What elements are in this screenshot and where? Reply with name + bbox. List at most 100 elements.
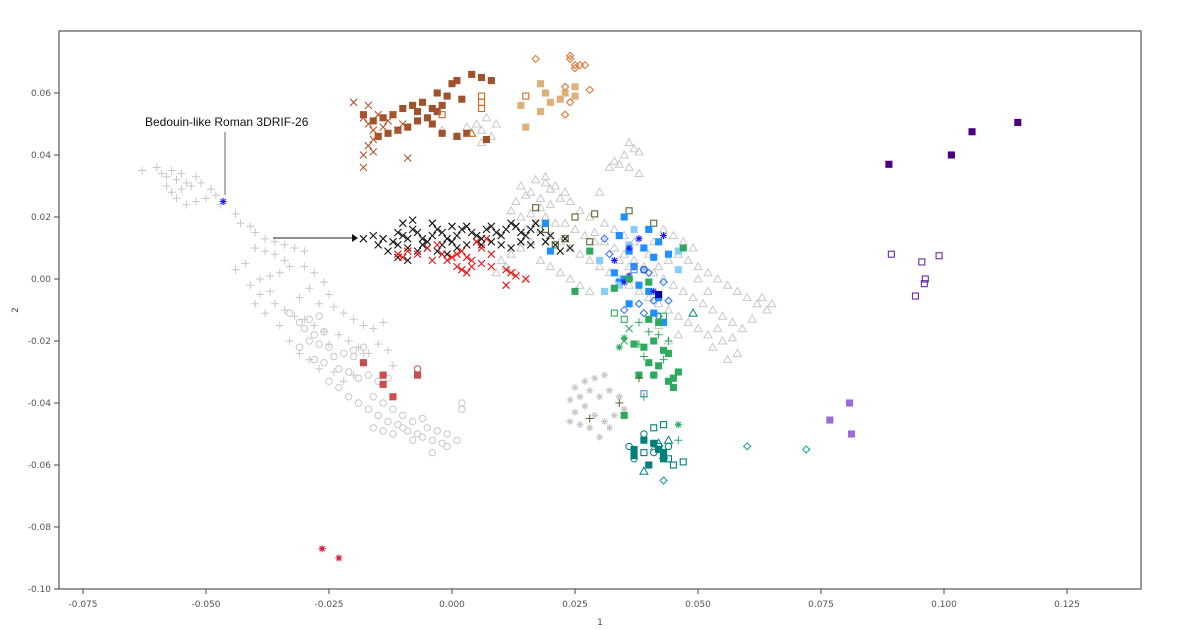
grey-triangle-cluster-point	[516, 211, 526, 221]
y-tick-label: 0.02	[31, 213, 51, 223]
brown-filled-square-point	[359, 111, 367, 119]
black-x-point	[433, 247, 442, 255]
grey-plus-cluster-point	[192, 172, 201, 181]
brown-filled-square-point	[438, 101, 446, 109]
grey-plus-cluster-point	[290, 244, 299, 252]
red-x-point	[521, 275, 530, 283]
green-open-square-point	[620, 315, 628, 323]
teal-open-square-point	[669, 461, 677, 469]
grey-triangle-cluster-point	[717, 311, 728, 320]
grey-circle-cluster-point	[320, 328, 328, 336]
grey-plus-cluster-point	[172, 194, 181, 203]
dodgerblue-filled-square-point	[650, 253, 658, 261]
black-x-point	[556, 247, 565, 255]
grey-circle-cluster-point	[389, 430, 397, 438]
red-x-point	[467, 262, 476, 271]
green-plus-point	[664, 337, 673, 345]
orange-open-square-point	[438, 111, 446, 119]
indigo-filled-square-point	[968, 128, 976, 136]
grey-circle-cluster-point	[399, 424, 407, 432]
black-x-point	[516, 228, 525, 237]
crimson-star-point	[335, 554, 343, 562]
grey-circle-cluster-point	[364, 405, 373, 413]
red-x-point	[443, 256, 451, 265]
black-x-point	[448, 222, 456, 231]
red-x-point	[512, 272, 520, 280]
green-filled-square-point	[655, 318, 663, 326]
grey-triangle-cluster-point	[668, 230, 679, 240]
brown-filled-square-point	[414, 117, 422, 125]
grey-plus-cluster-point	[270, 299, 279, 308]
teal-filled-square-point	[645, 461, 653, 469]
green-filled-square-point	[645, 278, 653, 286]
grey-triangle-cluster-point	[737, 323, 748, 333]
grey-plus-cluster-point	[246, 281, 255, 290]
grey-plus-cluster-point	[354, 343, 363, 352]
grey-plus-cluster-point	[261, 247, 270, 256]
grey-plus-cluster-point	[359, 321, 368, 330]
black-x-point	[487, 237, 496, 246]
grey-circle-cluster-point	[330, 352, 338, 361]
grey-circle-cluster-point	[384, 417, 392, 426]
orange-open-diamond-point	[560, 110, 570, 119]
grey-circle-cluster-point	[295, 318, 304, 327]
dodgerblue-filled-square-point	[546, 247, 554, 255]
grey-plus-cluster-point	[256, 290, 265, 299]
grey-circle-cluster-point	[453, 436, 461, 444]
grey-plus-cluster-point	[280, 256, 289, 265]
black-x-point	[482, 225, 491, 234]
blue-star-point	[650, 287, 658, 295]
red-x-point	[482, 234, 491, 243]
grey-plus-cluster-point	[251, 299, 260, 308]
grey-triangle-cluster-point	[624, 137, 634, 147]
teal-filled-square-point	[640, 436, 648, 444]
green-filled-square-point	[625, 275, 633, 283]
indianred-filled-square-point	[414, 371, 422, 379]
black-x-point	[526, 241, 535, 249]
orange-open-square-point	[477, 92, 486, 100]
grey-plus-cluster-point	[206, 185, 215, 194]
blue-open-diamond-point	[664, 296, 673, 305]
black-x-point	[497, 241, 506, 249]
x-tick-label: -0.025	[314, 600, 343, 610]
grey-triangle-cluster-point	[540, 171, 551, 181]
grey-circle-cluster-point	[443, 430, 451, 438]
purple-open-square-point	[920, 280, 928, 288]
grey-triangle-cluster-point	[481, 112, 492, 122]
teal-open-triangle-point	[653, 438, 664, 447]
black-x-point	[457, 225, 466, 234]
grey-plus-cluster-point	[251, 244, 260, 252]
grey-star-cluster-point	[571, 384, 579, 391]
blue-star-point	[660, 232, 668, 240]
green-filled-square-point	[620, 411, 628, 419]
x-tick-label: -0.050	[191, 600, 220, 610]
y-tick-label: -0.04	[28, 399, 52, 409]
grey-plus-cluster-point	[261, 234, 270, 243]
brown-x-point	[403, 154, 412, 162]
olive-open-square-point	[591, 210, 599, 218]
grey-triangle-cluster-point	[540, 177, 551, 187]
darkolive-plus-point	[615, 399, 624, 407]
brown-x-point	[369, 135, 378, 144]
grey-triangle-cluster-point	[663, 255, 674, 264]
olive-open-square-point	[551, 241, 559, 249]
black-x-point	[507, 219, 515, 228]
black-x-point	[512, 222, 520, 231]
grey-circle-cluster-point	[458, 405, 466, 413]
dodgerblue-filled-square-point	[610, 269, 618, 277]
grey-plus-cluster-point	[329, 368, 338, 376]
orange-open-triangle-point	[466, 128, 477, 137]
grey-triangle-cluster-point	[707, 342, 718, 351]
orange-open-diamond-point	[570, 63, 580, 73]
grey-triangle-cluster-point	[693, 273, 703, 283]
grey-triangle-cluster-point	[629, 236, 639, 246]
grey-triangle-cluster-point	[757, 292, 767, 302]
orange-open-diamond-point	[585, 85, 595, 95]
green-filled-square-point	[669, 374, 677, 382]
olive-open-square-point	[586, 238, 594, 246]
grey-triangle-cluster-point	[712, 323, 723, 333]
grey-circle-cluster-point	[428, 436, 437, 444]
teal-open-triangle-point	[688, 308, 698, 317]
grey-triangle-cluster-point	[565, 273, 575, 283]
grey-circle-cluster-point	[315, 340, 323, 348]
